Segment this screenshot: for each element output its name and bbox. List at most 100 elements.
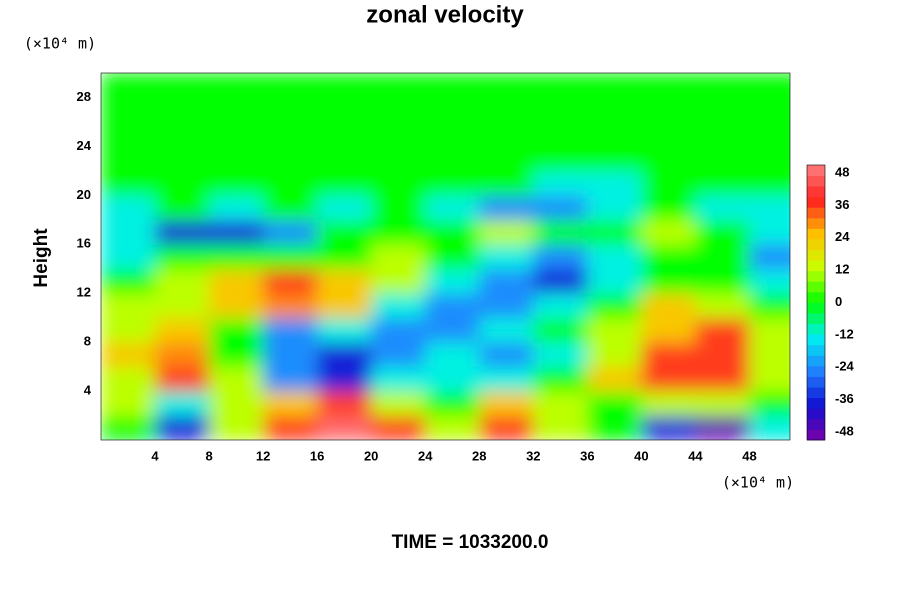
x-tick-label: 44 <box>688 448 703 463</box>
colorbar-band <box>807 270 825 282</box>
heat-cell <box>101 219 156 245</box>
heat-cell <box>749 195 790 221</box>
colorbar-tick-label: -12 <box>835 326 854 341</box>
x-tick-label: 28 <box>472 448 486 463</box>
colorbar-tick-label: -24 <box>835 359 855 374</box>
heat-cell <box>317 293 372 319</box>
heat-cell <box>587 415 642 440</box>
heat-cell <box>155 244 210 270</box>
x-tick-label: 16 <box>310 448 324 463</box>
heat-cell <box>317 73 372 98</box>
heat-cell <box>587 317 642 343</box>
heat-cell <box>641 268 696 294</box>
heat-cell <box>155 268 210 294</box>
heat-cell <box>695 121 750 147</box>
heat-cell <box>479 97 534 123</box>
colorbar-band <box>807 313 825 325</box>
heat-cell <box>695 97 750 123</box>
heat-cell <box>587 268 642 294</box>
colorbar-frame <box>806 164 826 441</box>
heat-cell <box>155 391 210 417</box>
heat-cell <box>263 342 318 368</box>
heat-cell <box>425 293 480 319</box>
heat-cell <box>155 317 210 343</box>
heat-cell <box>749 342 790 368</box>
heat-cell <box>749 293 790 319</box>
heat-cell <box>263 415 318 440</box>
heat-cell <box>425 342 480 368</box>
heat-cell <box>101 73 156 98</box>
heat-cell <box>155 97 210 123</box>
heat-cell <box>155 415 210 440</box>
heat-cell <box>317 391 372 417</box>
colorbar-band <box>807 408 825 420</box>
x-tick-label: 36 <box>580 448 594 463</box>
heat-cell <box>263 170 318 196</box>
x-tick-label: 12 <box>256 448 270 463</box>
heat-cell <box>587 391 642 417</box>
heat-cell <box>209 342 264 368</box>
heat-cell <box>101 195 156 221</box>
colorbar-tick-label: 36 <box>835 197 849 212</box>
heat-cell <box>587 146 642 172</box>
heat-cell <box>371 415 426 440</box>
heat-cell <box>695 342 750 368</box>
heat-cell <box>533 268 588 294</box>
x-tick-label: 48 <box>742 448 756 463</box>
heat-cell <box>263 317 318 343</box>
heat-cell <box>317 121 372 147</box>
heat-cell <box>533 146 588 172</box>
colorbar-tick-label: 24 <box>835 229 850 244</box>
y-tick-label: 12 <box>77 285 91 300</box>
heat-cell <box>263 146 318 172</box>
heat-cell <box>587 97 642 123</box>
heat-cell <box>371 391 426 417</box>
heat-cell <box>101 293 156 319</box>
heat-cell <box>533 244 588 270</box>
heat-cell <box>425 121 480 147</box>
heat-cell <box>479 73 534 98</box>
heat-cell <box>641 415 696 440</box>
heat-cell <box>587 293 642 319</box>
heat-cell <box>533 195 588 221</box>
heat-cell <box>371 170 426 196</box>
colorbar-band <box>807 397 825 409</box>
heat-cell <box>479 415 534 440</box>
heat-cell <box>209 121 264 147</box>
colorbar-band <box>807 291 825 303</box>
heat-cell <box>425 317 480 343</box>
heat-cell <box>749 73 790 98</box>
x-tick-label: 32 <box>526 448 540 463</box>
heat-cell <box>641 293 696 319</box>
heat-cell <box>209 293 264 319</box>
heat-cell <box>101 244 156 270</box>
y-tick-label: 20 <box>77 187 91 202</box>
heat-cell <box>695 73 750 98</box>
x-tick-label: 8 <box>205 448 212 463</box>
heat-cell <box>479 366 534 392</box>
heat-cell <box>587 244 642 270</box>
heat-cell <box>101 391 156 417</box>
heat-cell <box>479 293 534 319</box>
heat-cell <box>695 146 750 172</box>
heat-cell <box>155 195 210 221</box>
colorbar-band <box>807 207 825 219</box>
heat-cell <box>641 391 696 417</box>
heat-cell <box>533 317 588 343</box>
heat-cell <box>317 268 372 294</box>
heat-cell <box>155 73 210 98</box>
heat-cell <box>371 121 426 147</box>
heat-cell <box>533 170 588 196</box>
plot-area <box>101 73 790 440</box>
heat-cell <box>641 121 696 147</box>
heat-cell <box>425 366 480 392</box>
heat-cell <box>479 268 534 294</box>
heat-cell <box>641 97 696 123</box>
heat-cell <box>209 391 264 417</box>
heat-cell <box>155 293 210 319</box>
heat-cell <box>749 219 790 245</box>
heat-cell <box>371 73 426 98</box>
heat-cell <box>533 73 588 98</box>
heat-cell <box>371 244 426 270</box>
colorbar-band <box>807 418 825 430</box>
